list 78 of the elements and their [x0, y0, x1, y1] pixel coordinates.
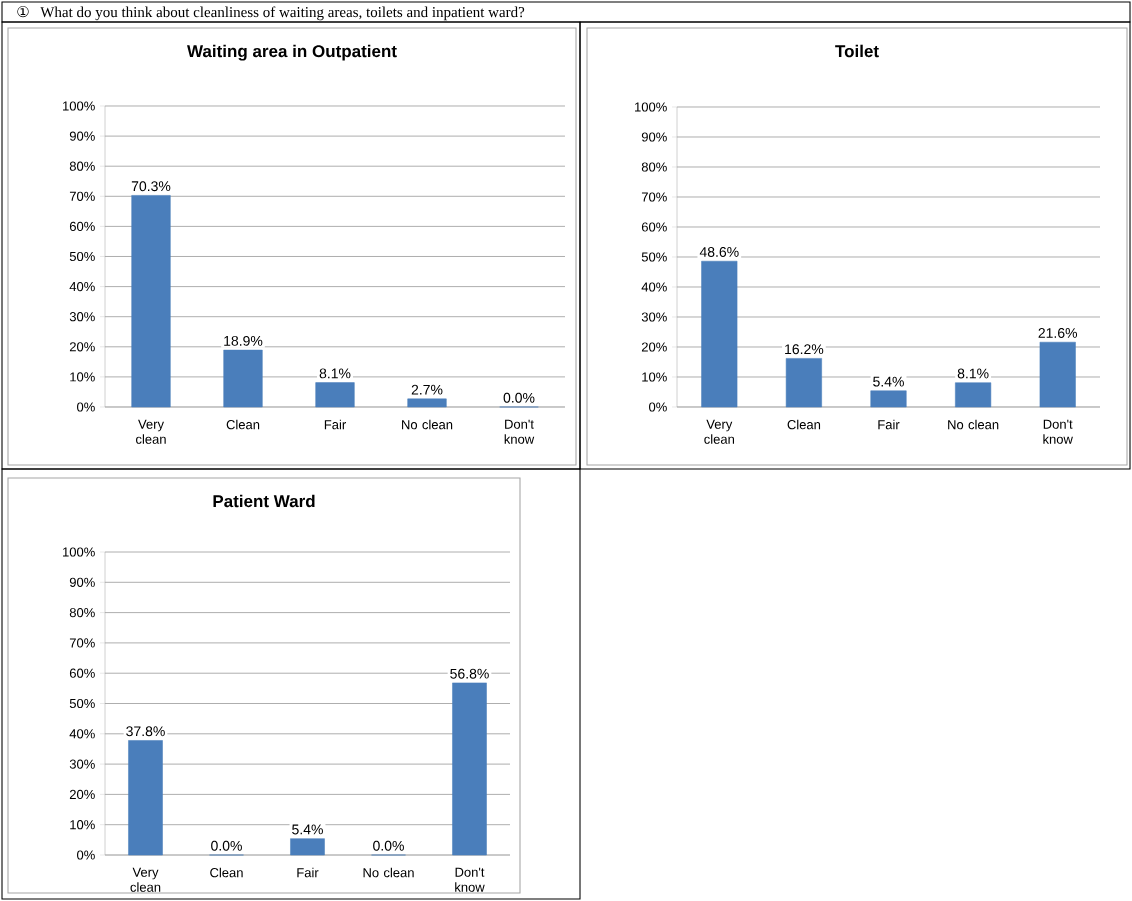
y-tick-label: 40% [69, 729, 95, 739]
y-tick-label: 70% [69, 191, 95, 201]
bar [290, 838, 325, 856]
data-label: 5.4% [292, 824, 323, 835]
y-tick-label: 90% [69, 577, 95, 587]
x-tick-label: Very clean [130, 867, 161, 892]
y-tick-label: 100% [63, 547, 95, 557]
y-tick-label: 30% [641, 312, 667, 322]
y-tick-label: 80% [69, 608, 95, 618]
y-tick-label: 70% [69, 638, 95, 648]
bar [407, 398, 447, 408]
data-label: 56.8% [450, 668, 489, 679]
y-tick-label: 90% [69, 131, 95, 141]
y-tick-label: 60% [69, 221, 95, 231]
bar [785, 358, 822, 408]
y-tick-label: 40% [641, 282, 667, 292]
data-label: 2.7% [411, 384, 443, 395]
data-label: 16.2% [785, 344, 824, 355]
y-tick-label: 20% [641, 342, 667, 352]
data-label: 18.9% [224, 335, 263, 346]
bar [131, 195, 171, 408]
x-tick-label: Don't know [455, 867, 485, 892]
y-tick-label: 50% [641, 252, 667, 262]
y-tick-label: 10% [70, 820, 95, 830]
y-tick-label: 100% [635, 102, 667, 112]
bar [870, 390, 907, 408]
y-tick-label: 50% [69, 251, 95, 262]
x-tick-label: Clean [226, 419, 260, 430]
data-label: 5.4% [873, 376, 904, 387]
x-tick-label: No clean [948, 419, 999, 430]
text: ① [17, 5, 29, 18]
text: What do you think about cleanliness of waiting areas, toilets and inpatient ward? [40, 6, 525, 21]
y-tick-label: 60% [641, 222, 667, 232]
chart-title: Waiting area in Outpatient [187, 44, 397, 61]
data-label: 21.6% [1038, 328, 1078, 338]
y-tick-label: 60% [69, 668, 95, 678]
y-tick-label: 80% [69, 161, 95, 171]
chart-title: Toilet [835, 44, 879, 58]
x-tick-label: No clean [363, 867, 414, 878]
chart-title: Patient Ward [213, 494, 315, 508]
data-label: 0.0% [211, 840, 242, 851]
y-tick-label: 30% [69, 312, 95, 322]
data-label: 37.8% [126, 726, 165, 737]
x-tick-label: No clean [402, 419, 453, 430]
data-label: 70.3% [131, 181, 171, 192]
y-tick-label: 0% [77, 402, 95, 412]
y-tick-label: 0% [77, 850, 95, 860]
y-tick-label: 10% [642, 372, 667, 382]
data-label: 8.1% [957, 368, 989, 379]
bar [315, 382, 355, 408]
bar [955, 382, 992, 408]
y-tick-label: 20% [69, 342, 95, 352]
bar [128, 740, 163, 856]
x-tick-label: Don't know [1043, 419, 1073, 444]
y-tick-label: 90% [641, 132, 667, 142]
x-tick-label: Clean [787, 419, 821, 430]
bar [1039, 341, 1076, 408]
data-label: 48.6% [699, 247, 739, 257]
x-tick-label: Fair [297, 867, 319, 878]
bar [452, 682, 487, 856]
x-tick-label: Don't know [504, 419, 535, 444]
y-tick-label: 0% [649, 402, 667, 412]
x-tick-label: Very clean [136, 419, 166, 444]
y-tick-label: 50% [69, 698, 95, 709]
y-tick-label: 100% [63, 101, 95, 111]
x-tick-label: Clean [210, 867, 243, 878]
y-tick-label: 70% [641, 192, 667, 202]
y-tick-label: 30% [69, 759, 95, 769]
data-label: 8.1% [319, 368, 351, 379]
data-label: 0.0% [503, 392, 535, 403]
x-tick-label: Very clean [704, 419, 735, 444]
data-label: 0.0% [373, 840, 404, 851]
y-tick-label: 20% [69, 789, 95, 799]
y-tick-label: 80% [641, 162, 667, 172]
y-tick-label: 40% [69, 282, 95, 292]
y-tick-label: 10% [70, 372, 95, 382]
x-tick-label: Fair [324, 419, 346, 430]
x-tick-label: Fair [878, 419, 900, 430]
